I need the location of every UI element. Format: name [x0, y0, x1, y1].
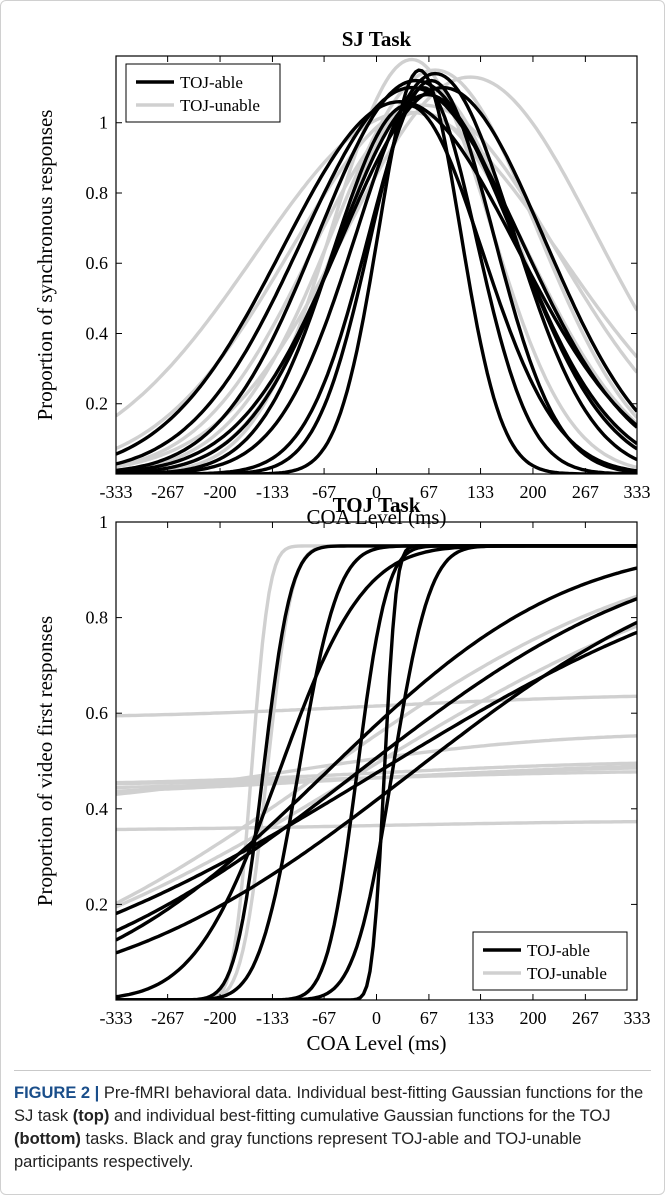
- y-tick-label: 0.4: [86, 323, 109, 343]
- x-tick-label: -200: [204, 1008, 237, 1028]
- series-line-unable-14: [116, 624, 637, 909]
- y-tick-label: 0.2: [86, 394, 109, 414]
- series-line-unable-17: [116, 110, 637, 418]
- series-line-unable-20: [116, 694, 637, 718]
- caption-figure-label: FIGURE 2 |: [14, 1084, 100, 1102]
- x-tick-label: 200: [519, 1008, 546, 1028]
- y-tick-label: 0.6: [86, 253, 109, 273]
- x-tick-label: -267: [151, 482, 184, 502]
- caption-text-1: Pre-fMRI behavioral data. Individual bes…: [14, 1084, 644, 1125]
- x-tick-label: -267: [151, 1008, 184, 1028]
- y-tick-label: 1: [99, 512, 108, 532]
- figure-charts: -333 -267 -200 -133 -67 0 67 133 200 267 333 0.2 0.4…: [33, 27, 651, 1055]
- y-tick-label: 1: [99, 113, 108, 133]
- x-tick-label: -133: [256, 482, 289, 502]
- x-tick-label: 333: [624, 1008, 651, 1028]
- x-tick-label: 200: [519, 482, 546, 502]
- chart-panel-2: -333 -267 -200 -133 -67 0 67 133 200 267 333 0.2 0.4…: [33, 493, 651, 1055]
- legend: TOJ-able TOJ-unable: [125, 63, 281, 123]
- series-line-unable-13: [116, 594, 637, 905]
- figure-caption: FIGURE 2 | Pre-fMRI behavioral data. Ind…: [14, 1082, 654, 1174]
- y-tick-label: 0.8: [86, 608, 109, 628]
- x-tick-label: 67: [420, 1008, 438, 1028]
- legend-label-able: TOJ-able: [180, 73, 243, 92]
- series-line-unable-21: [116, 819, 637, 832]
- series-line-able-10: [116, 100, 637, 456]
- x-tick-label: -200: [204, 482, 237, 502]
- x-tick-label: -333: [100, 1008, 133, 1028]
- series-group: [116, 544, 637, 1000]
- x-tick-label: -133: [256, 1008, 289, 1028]
- y-tick-label: 0.2: [86, 894, 109, 914]
- x-tick-label: 0: [372, 1008, 381, 1028]
- x-tick-label: 267: [572, 1008, 599, 1028]
- series-line-able-4: [116, 103, 637, 474]
- y-tick-label: 0.6: [86, 703, 109, 723]
- series-line-unable-11: [116, 57, 637, 474]
- y-axis-label: Proportion of video first responses: [33, 616, 57, 906]
- chart-panel-1: -333 -267 -200 -133 -67 0 67 133 200 267 333 0.2 0.4…: [33, 27, 651, 529]
- series-line-able-10: [116, 620, 637, 955]
- legend-label-unable: TOJ-unable: [180, 96, 260, 115]
- y-tick-label: 0.8: [86, 183, 109, 203]
- y-tick-label: 0.4: [86, 799, 109, 819]
- series-line-able-1: [116, 68, 637, 474]
- caption-divider: [14, 1070, 651, 1071]
- series-line-able-5: [116, 71, 637, 474]
- legend-label-able: TOJ-able: [527, 941, 590, 960]
- series-line-able-6: [116, 544, 637, 999]
- series-line-unable-18: [116, 766, 637, 790]
- chart-title: SJ Task: [342, 27, 412, 51]
- x-tick-label: 67: [420, 482, 438, 502]
- legend: TOJ-able TOJ-unable: [472, 931, 628, 991]
- caption-text-3: tasks. Black and gray functions represen…: [14, 1130, 582, 1171]
- series-line-unable-13: [116, 68, 637, 473]
- series-line-able-8: [116, 85, 637, 474]
- series-line-able-8: [116, 597, 637, 933]
- caption-top: (top): [72, 1107, 110, 1125]
- x-tick-label: -67: [312, 1008, 336, 1028]
- caption-text-2: and individual best-fitting cumulative G…: [113, 1107, 611, 1125]
- x-tick-label: 133: [467, 1008, 494, 1028]
- x-tick-label: 133: [467, 482, 494, 502]
- y-axis-label: Proportion of synchronous responses: [33, 110, 57, 421]
- x-tick-label: 0: [372, 482, 381, 502]
- chart-title: TOJ Task: [333, 493, 421, 517]
- legend-box: [125, 63, 281, 123]
- x-tick-label: 333: [624, 482, 651, 502]
- x-axis-label: COA Level (ms): [307, 1031, 447, 1055]
- x-tick-label: -333: [100, 482, 133, 502]
- caption-bottom: (bottom): [14, 1130, 81, 1148]
- x-tick-label: 267: [572, 482, 599, 502]
- legend-box: [472, 931, 628, 991]
- legend-label-unable: TOJ-unable: [527, 964, 607, 983]
- x-tick-label: -67: [312, 482, 336, 502]
